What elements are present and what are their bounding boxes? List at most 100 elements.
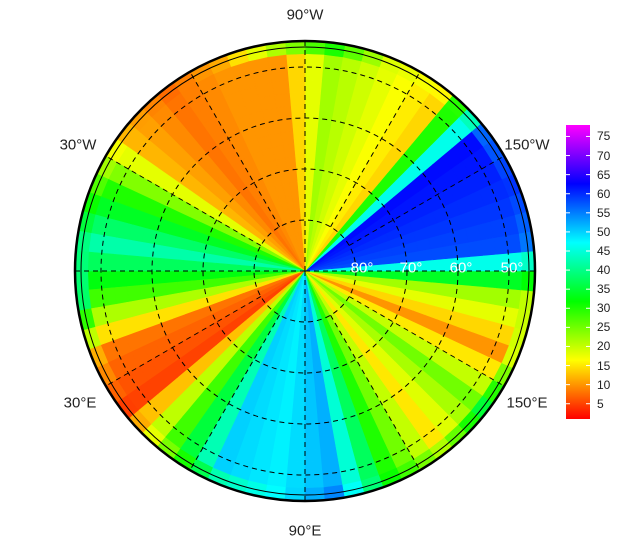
map-cell [101,235,117,255]
map-cell [284,371,297,386]
map-cell [177,248,193,262]
map-cell [87,270,103,291]
meridian-line [348,155,505,246]
map-cell [316,118,332,134]
map-cell [293,143,306,157]
map-cell [442,244,458,260]
map-cell [282,383,296,399]
map-cell [164,258,179,272]
map-cell [152,282,168,298]
map-cell [304,181,314,196]
map-cell [275,105,292,121]
map-cell [285,473,306,489]
map-cell [304,423,320,438]
map-cell [304,359,315,374]
map-cell [430,281,446,296]
map-cell [291,117,306,132]
lon-label-150e: 150°E [506,394,548,412]
map-cell [455,284,471,301]
meridian-line [105,296,262,387]
map-cell [290,423,306,438]
map-cell [271,80,290,96]
map-cell [126,255,141,272]
map-cell [273,92,291,109]
map-cell [113,254,128,272]
lon-label-150w: 150°W [504,136,550,154]
map-cell [189,260,204,272]
lon-label-30w: 30°W [59,136,97,154]
map-cell [304,194,312,208]
lon-label-30e: 30°E [63,394,97,412]
map-cell [304,66,324,81]
map-cell [304,435,321,450]
map-cell [164,270,179,284]
map-cell [289,92,306,107]
colorbar-tick-label: 20 [597,339,611,354]
map-cell [304,385,317,399]
latitude-circle [100,66,510,476]
map-cell [295,168,306,183]
map-cell [321,459,341,475]
map-cell [284,41,306,56]
map-cell [292,397,306,412]
map-cell [482,254,497,272]
lon-label-90e: 90°E [288,522,322,540]
colorbar-tick-label: 25 [597,320,611,335]
map-cell [253,266,268,272]
map-cell [299,321,306,336]
map-cell [304,53,325,69]
map-cell [442,282,458,298]
colorbar [566,125,590,419]
map-cell [318,105,335,121]
colorbar-tick-label: 40 [597,263,611,278]
map-cell [314,143,328,159]
map-cell [320,446,339,462]
map-cell [493,235,509,255]
lat-label-80: 80° [350,259,374,277]
map-cell [139,241,155,258]
map-cell [304,372,316,387]
map-cell [304,92,321,107]
map-cell [267,471,288,488]
map-cell [177,270,191,283]
map-cell [304,473,325,489]
map-cell [304,117,319,132]
map-cell [298,334,306,348]
colorbar-tick-label: 15 [597,358,611,373]
map-cell [289,435,306,450]
map-border-circle [73,39,537,503]
map-cell [304,448,322,463]
map-cell [304,130,318,145]
map-cell [285,53,306,69]
map-cell [126,239,143,257]
map-cell [292,130,306,145]
map-cell [304,461,324,476]
map-cell [100,270,115,290]
colorbar-tick-label: 30 [597,301,611,316]
colorbar-tick-label: 60 [597,186,611,201]
colorbar-tick-label: 10 [597,377,611,392]
map-cell [380,270,395,280]
map-cell [288,448,306,463]
map-cell [87,251,103,272]
map-cell [480,237,496,256]
map-cell [152,244,168,260]
map-cell [271,446,290,462]
map-cell [177,259,191,272]
map-cell [319,92,337,109]
map-cell [278,408,294,424]
map-cell [293,385,306,399]
map-cell [114,237,130,256]
map-cell [482,270,497,288]
map-cell [100,252,115,272]
map-cell [286,66,306,81]
meridian-line [105,155,262,246]
inner-border-circle [80,46,530,496]
map-cell [304,219,310,234]
colorbar-tick-label: 65 [597,167,611,182]
map-cell [151,270,166,285]
colorbar-tick-label: 75 [597,129,611,144]
map-cell [304,397,318,412]
map-cell [316,408,332,424]
